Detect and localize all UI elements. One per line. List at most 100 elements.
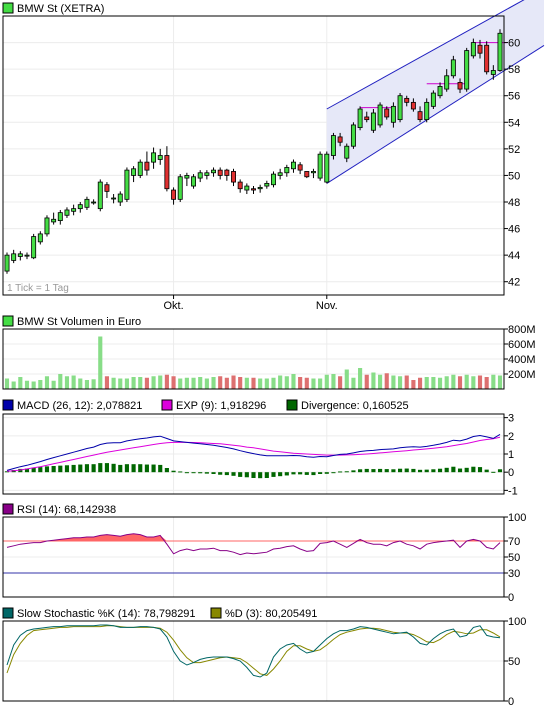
volume-legend: BMW St Volumen in Euro: [17, 316, 141, 328]
candle-body-52: [350, 124, 356, 147]
candle-23: [157, 148, 163, 165]
candle-body-65: [437, 86, 443, 97]
candle-body-41: [277, 172, 283, 176]
candle-55: [370, 109, 376, 133]
volume-bar-31: [211, 377, 216, 389]
candle-body-6: [44, 217, 50, 235]
volume-bar-7: [51, 380, 56, 389]
volume-bar-52: [351, 377, 356, 389]
candle-21: [144, 151, 150, 176]
macd-line: [6, 433, 501, 471]
y-tick-label-3: 2: [508, 431, 514, 443]
candle-5: [37, 231, 43, 245]
volume-bar-0: [4, 378, 10, 389]
divergence-bars: [4, 463, 503, 479]
stoch-k-line: [6, 624, 501, 678]
candle-35: [237, 179, 243, 193]
volume-bar-10: [71, 375, 76, 389]
candle-18: [124, 167, 130, 202]
divergence-bar-62: [417, 469, 423, 473]
candle-body-20: [137, 161, 143, 176]
candle-body-3: [24, 254, 30, 257]
rsi-y-ticks: 0 30 50 70 100: [504, 512, 526, 604]
divergence-bar-69: [464, 467, 469, 473]
candle-65: [437, 82, 443, 99]
volume-bar-23: [158, 375, 163, 389]
volume-bar-68: [457, 376, 463, 389]
candle-48: [324, 151, 330, 184]
candle-body-61: [410, 101, 416, 110]
y-tick-label-3: 800M: [508, 324, 536, 336]
candle-body-43: [291, 161, 296, 170]
candle-59: [397, 93, 403, 123]
candle-56: [377, 102, 383, 128]
divergence-bar-14: [98, 463, 103, 473]
candle-38: [257, 184, 263, 193]
stoch-d-line: [6, 625, 501, 676]
candle-body-59: [397, 95, 403, 121]
candle-body-44: [297, 164, 303, 171]
candle-12: [84, 196, 90, 210]
candle-body-57: [384, 108, 390, 118]
candle-32: [217, 167, 223, 180]
volume-bar-63: [424, 377, 429, 389]
candle-body-38: [257, 186, 263, 190]
candle-33: [224, 168, 230, 181]
rsi-line: [6, 533, 501, 556]
channel-upper-line: [326, 0, 525, 110]
candle-42: [284, 164, 290, 177]
candle-body-11: [77, 204, 83, 210]
candle-body-14: [97, 181, 103, 210]
candle-66: [444, 69, 450, 92]
volume-bar-35: [238, 377, 243, 389]
candle-36: [244, 183, 250, 195]
candle-7: [51, 212, 57, 225]
candle-52: [350, 122, 356, 149]
candle-body-31: [211, 169, 216, 174]
volume-bar-20: [138, 377, 143, 389]
volume-legend-swatch: [2, 315, 14, 327]
candle-40: [271, 171, 276, 188]
candle-body-60: [404, 97, 410, 103]
volume-bar-37: [251, 377, 256, 389]
candle-16: [111, 194, 117, 204]
candle-68: [457, 78, 463, 94]
volume-bar-43: [291, 374, 296, 389]
y-tick-label-0: 0: [508, 696, 514, 708]
candle-73: [490, 65, 496, 80]
divergence-bar-27: [184, 472, 189, 474]
candle-body-40: [271, 173, 276, 186]
trend-channel: [326, 0, 545, 184]
candle-69: [464, 47, 470, 92]
candle-17: [117, 191, 123, 206]
channel-fill: [326, 0, 544, 184]
volume-bar-70: [471, 376, 476, 389]
macd-panel: MACD (26, 12): 2,078821 EXP (9): 1,91829…: [2, 399, 518, 497]
volume-bar-47: [318, 378, 323, 389]
candle-body-12: [84, 198, 90, 208]
divergence-bar-71: [477, 467, 483, 473]
volume-bar-32: [218, 376, 223, 389]
divergence-bar-30: [204, 472, 209, 474]
divergence-bar-66: [444, 467, 449, 473]
stochastic-panel: Slow Stochastic %K (14): 78,798291 %D (3…: [2, 607, 526, 708]
candle-body-10: [71, 208, 77, 212]
volume-bar-18: [124, 378, 129, 389]
macd-y-ticks: -1 0 1 2 3: [504, 413, 518, 497]
divergence-bar-40: [271, 472, 276, 477]
exp-line: [6, 436, 501, 472]
volume-bar-54: [364, 374, 369, 389]
y-tick-label-2: 46: [508, 224, 520, 236]
volume-bar-67: [451, 374, 456, 389]
divergence-legend: Divergence: 0,160525: [301, 400, 409, 412]
channel-lower-line: [326, 45, 545, 184]
y-tick-label-1: 44: [508, 250, 520, 262]
divergence-bar-17: [118, 464, 123, 473]
candle-body-33: [224, 169, 230, 176]
candle-13: [91, 199, 97, 205]
candle-72: [484, 41, 490, 75]
divergence-bar-18: [124, 464, 129, 473]
candle-20: [137, 159, 143, 179]
volume-bar-12: [84, 380, 90, 389]
